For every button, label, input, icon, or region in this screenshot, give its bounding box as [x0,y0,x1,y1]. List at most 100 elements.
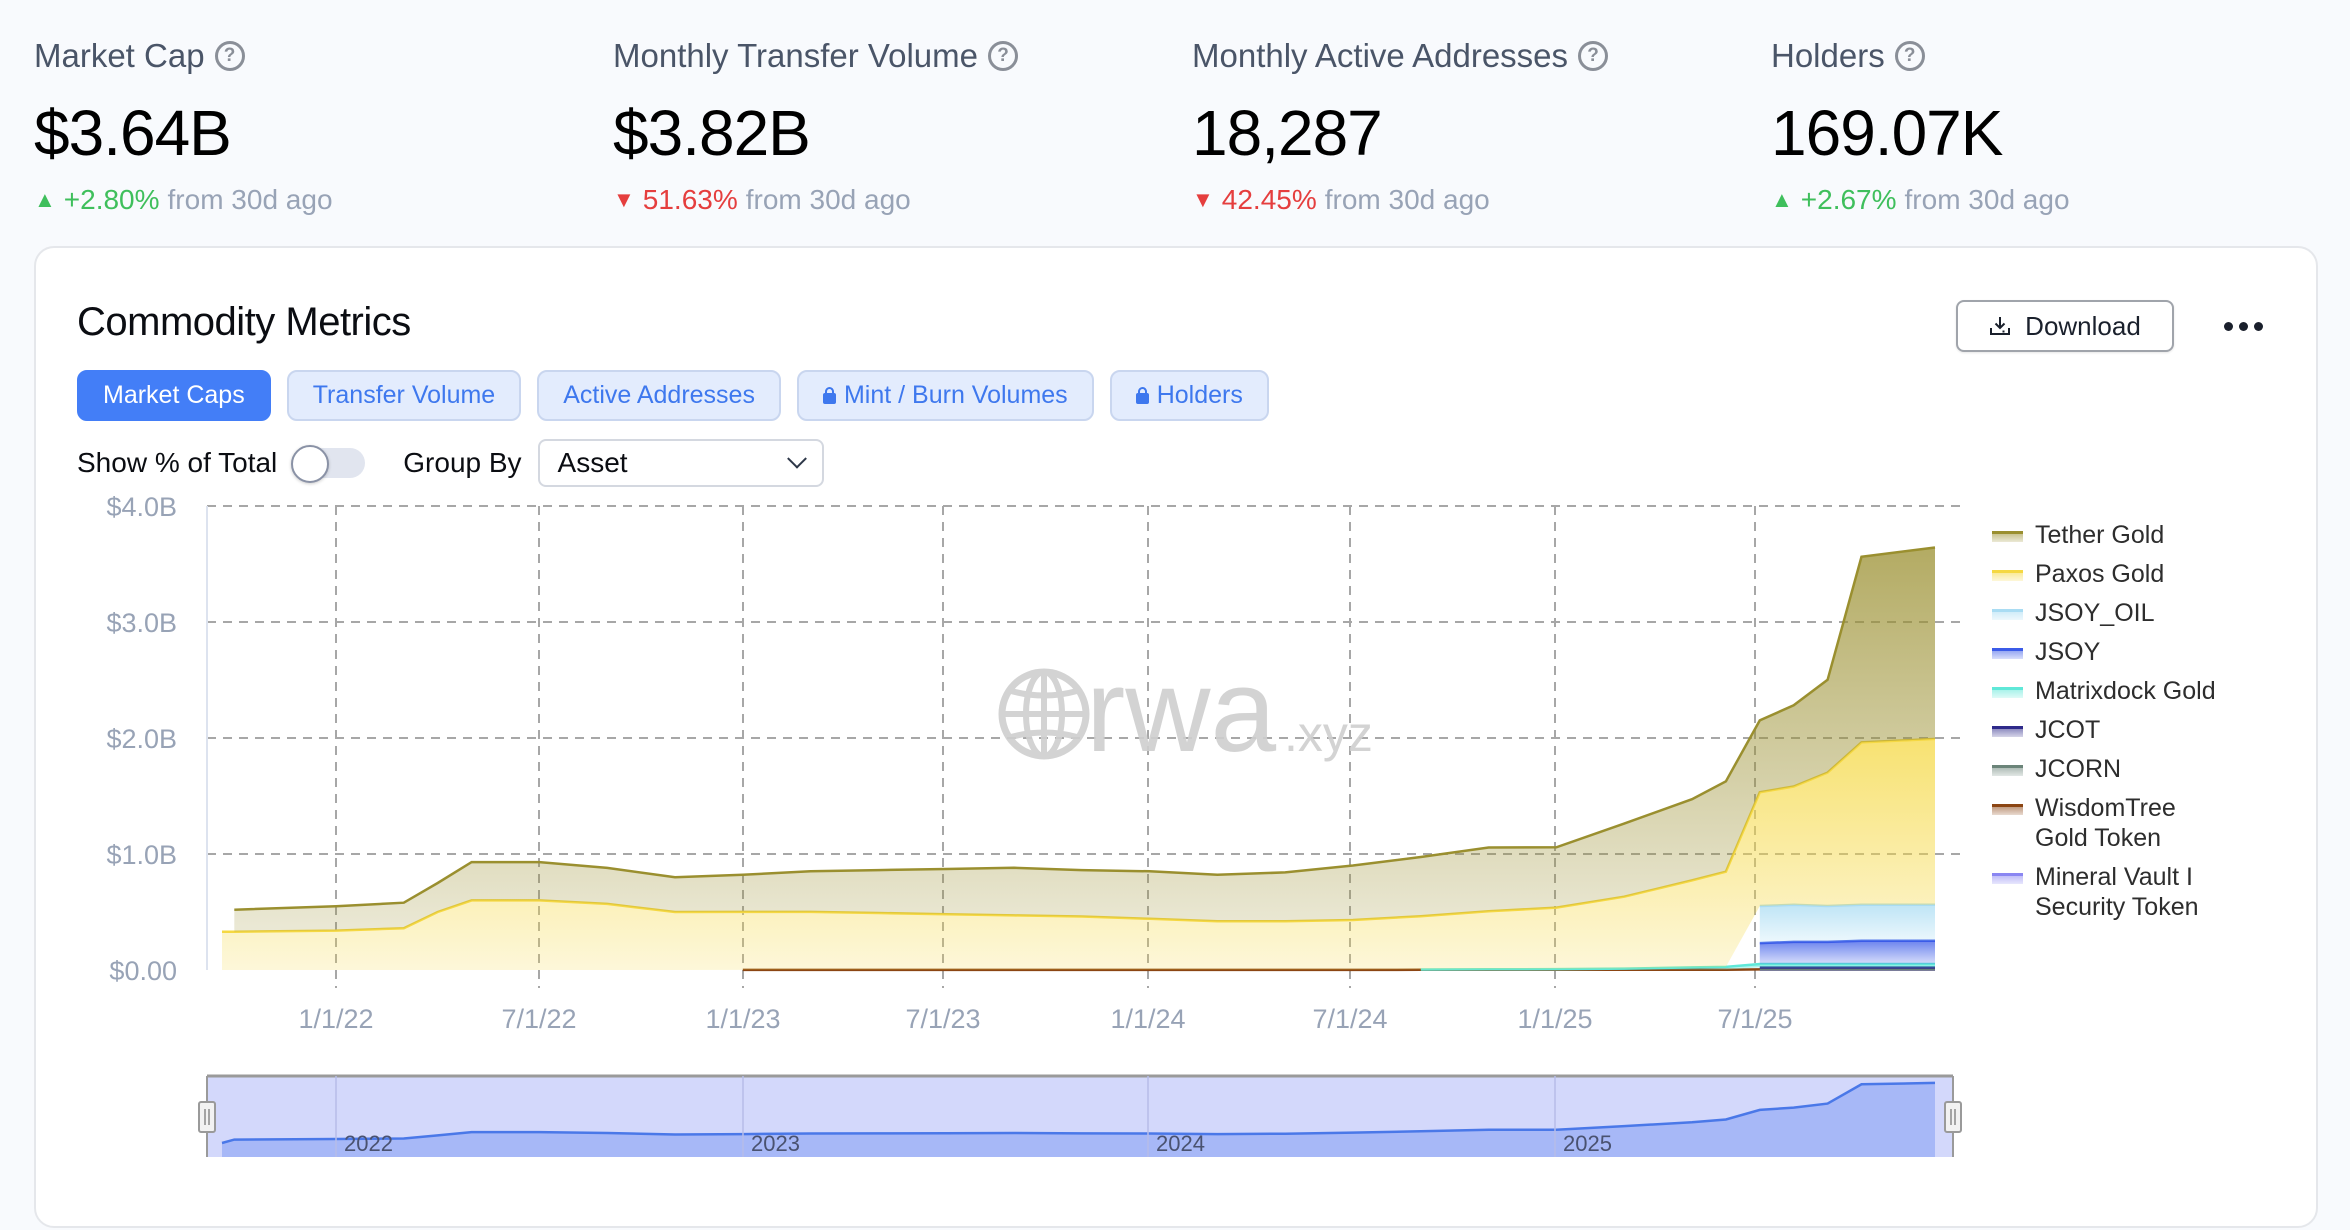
y-tick-label: $2.0B [106,724,177,754]
series-area[interactable] [1759,904,1935,944]
navigator-label: 2022 [344,1131,393,1156]
y-tick-label: $0.00 [109,956,177,986]
group-by-value: Asset [557,447,628,478]
tab-mint-burn-volumes[interactable]: Mint / Burn Volumes [796,370,1094,421]
y-tick-label: $1.0B [106,840,177,870]
kpi-label: Monthly Transfer Volume [613,37,978,74]
tab-label: Active Addresses [563,381,755,409]
kpi-from: from 30d ago [167,184,333,215]
more-options-button[interactable] [2218,308,2268,344]
kpi-label: Monthly Active Addresses [1192,37,1569,74]
svg-text:rwa: rwa [1086,645,1277,777]
show-pct-label: Show % of Total [77,447,278,478]
kpi-from: from 30d ago [745,184,911,215]
legend-swatch-icon [1992,648,2023,659]
legend-item[interactable]: JCOT [1992,715,2292,745]
legend-label: JCORN [2035,755,2122,783]
kpi-value: $3.82B [613,97,811,169]
range-handle[interactable] [1944,1101,1962,1133]
x-tick-label: 7/1/22 [501,1004,576,1034]
kpi-value: 18,287 [1192,97,1383,169]
help-icon[interactable]: ? [988,41,1018,71]
legend-item[interactable]: Paxos Gold [1992,559,2292,589]
legend-swatch-icon [1992,765,2023,776]
legend-item[interactable]: Tether Gold [1992,520,2292,550]
kpi-holders: Holders? 169.07K ▲ +2.67% from 30d ago [1771,34,2070,216]
kpi-value: $3.64B [34,97,232,169]
kpi-row: Market Cap? $3.64B ▲ +2.80% from 30d ago M… [34,34,2334,224]
help-icon[interactable]: ? [1578,41,1609,71]
legend-item[interactable]: JSOY_OIL [1992,598,2292,628]
legend-swatch-icon [1992,687,2023,698]
legend-swatch-icon [1992,531,2023,542]
tab-market-caps[interactable]: Market Caps [77,370,271,421]
navigator-label: 2025 [1563,1131,1612,1156]
x-tick-label: 1/1/22 [298,1004,373,1034]
legend-label: WisdomTree Gold Token [2035,794,2176,852]
kpi-change: +2.67% [1800,184,1897,215]
kpi-market-cap: Market Cap? $3.64B ▲ +2.80% from 30d ago [34,34,333,216]
legend-label: Mineral Vault I Security Token [2035,863,2199,921]
x-tick-label: 7/1/23 [905,1004,980,1034]
help-icon[interactable]: ? [214,41,245,71]
legend-item[interactable]: Matrixdock Gold [1992,676,2292,706]
down-arrow-icon: ▼ [1192,187,1214,212]
legend-label: JSOY_OIL [2035,599,2155,627]
legend-swatch-icon [1992,726,2023,737]
up-arrow-icon: ▲ [34,187,56,212]
up-arrow-icon: ▲ [1771,187,1793,212]
x-tick-label: 1/1/23 [705,1004,780,1034]
kpi-change: +2.80% [63,184,160,215]
y-tick-label: $3.0B [106,608,177,638]
x-tick-label: 7/1/25 [1717,1004,1792,1034]
watermark: rwa .xyz [998,645,1373,777]
kpi-label: Holders [1771,37,1885,74]
chart-controls: Show % of Total Group By Asset [77,438,824,488]
group-by-select[interactable]: Asset [537,439,824,487]
lock-icon [1135,387,1149,404]
download-button[interactable]: Download [1956,300,2174,352]
kpi-from: from 30d ago [1904,184,2070,215]
download-label: Download [2025,310,2141,341]
legend-swatch-icon [1992,609,2023,620]
market-cap-chart[interactable]: $0.00 $1.0B $2.0B $3.0B $4.0B 1/1/22 7/1/22 1/1… [36,248,2320,1230]
lock-icon [822,387,836,404]
legend-swatch-icon [1992,804,2023,815]
legend-label: Matrixdock Gold [2035,677,2216,705]
legend-swatch-icon [1992,570,2023,581]
help-icon[interactable]: ? [1894,41,1925,71]
legend-swatch-icon [1992,873,2023,884]
x-tick-label: 7/1/24 [1312,1004,1387,1034]
card-title: Commodity Metrics [77,300,411,344]
kpi-label: Market Cap [34,37,205,74]
series-area[interactable] [222,738,1935,970]
legend-item[interactable]: JSOY [1992,637,2292,667]
show-pct-toggle[interactable] [291,445,367,483]
legend-item[interactable]: Mineral Vault I Security Token [1992,862,2292,922]
group-by-label: Group By [403,447,522,478]
legend-label: Tether Gold [2035,521,2165,549]
kpi-value: 169.07K [1771,97,2003,169]
legend-label: JSOY [2035,638,2101,666]
kpi-from: from 30d ago [1324,184,1490,215]
tab-label: Transfer Volume [312,381,496,409]
tab-transfer-volume[interactable]: Transfer Volume [286,370,522,421]
tab-label: Mint / Burn Volumes [843,381,1068,409]
navigator-label: 2024 [1156,1131,1205,1156]
legend-label: Paxos Gold [2035,560,2165,588]
tab-active-addresses[interactable]: Active Addresses [537,370,781,421]
legend-label: JCOT [2035,716,2101,744]
navigator-label: 2023 [751,1131,800,1156]
range-handle[interactable] [198,1101,216,1133]
download-icon [1990,317,2011,335]
series-area[interactable] [1420,964,1935,970]
y-tick-label: $4.0B [106,492,177,522]
metric-tabs: Market Caps Transfer Volume Active Addre… [77,370,1269,421]
legend-item[interactable]: JCORN [1992,754,2292,784]
legend-item[interactable]: WisdomTree Gold Token [1992,793,2292,853]
svg-text:.xyz: .xyz [1284,706,1373,762]
commodity-metrics-card: Commodity Metrics Download Market Caps T… [34,246,2318,1228]
tab-holders[interactable]: Holders [1109,370,1269,421]
tab-label: Holders [1156,381,1243,409]
series-area[interactable] [1759,940,1935,964]
